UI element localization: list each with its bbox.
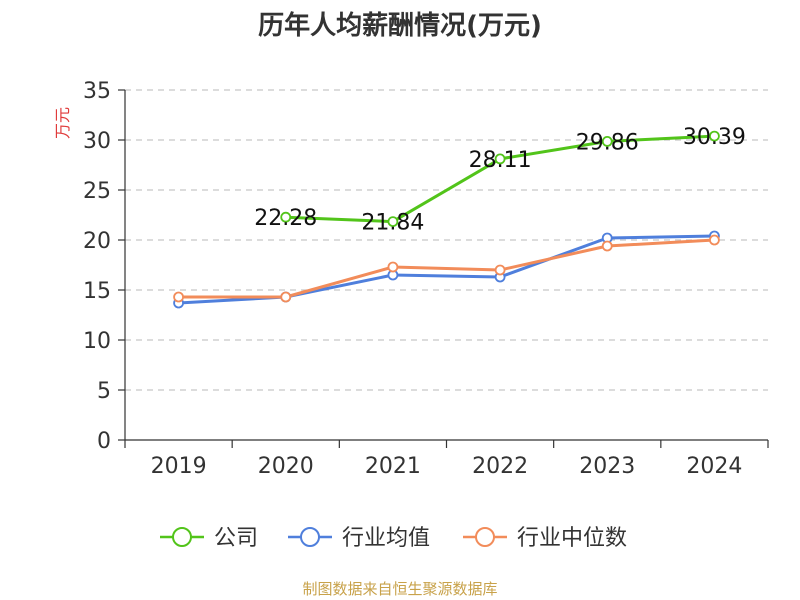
y-tick-label: 10 <box>83 329 111 354</box>
legend-item-0[interactable]: 公司 <box>160 526 258 551</box>
legend-label: 行业均值 <box>342 526 430 551</box>
y-tick-label: 25 <box>83 179 111 204</box>
data-point <box>280 211 292 223</box>
legend-label: 行业中位数 <box>517 526 627 551</box>
x-tick-label: 2020 <box>258 454 314 479</box>
legend-item-1[interactable]: 行业均值 <box>288 526 430 551</box>
data-point <box>494 264 506 276</box>
x-tick-label: 2019 <box>151 454 207 479</box>
axes: 0 5 10 15 20 25 30 35 2019 2020 2021 2022 2023 2024 <box>83 79 769 479</box>
x-tick-label: 2022 <box>472 454 528 479</box>
y-tick-label: 5 <box>97 379 111 404</box>
chart-title: 历年人均薪酬情况(万元) <box>258 10 542 41</box>
x-tick-label: 2021 <box>365 454 421 479</box>
data-point <box>387 261 399 273</box>
series-points <box>173 130 720 309</box>
data-point <box>601 135 613 147</box>
y-tick-label: 20 <box>83 229 111 254</box>
data-point <box>387 216 399 228</box>
data-point <box>173 291 184 303</box>
data-point <box>709 234 720 246</box>
legend-label: 公司 <box>214 526 258 551</box>
x-tick-label: 2024 <box>686 454 742 479</box>
y-tick-label: 15 <box>83 279 111 304</box>
data-point <box>280 291 292 303</box>
grid-lines <box>125 89 768 391</box>
data-point <box>494 153 506 165</box>
x-tick-label: 2023 <box>579 454 635 479</box>
legend-marker <box>475 527 495 547</box>
y-tick-label: 35 <box>83 79 111 104</box>
y-tick-label: 0 <box>97 429 111 454</box>
data-label: 30.39 <box>683 125 746 150</box>
y-axis-label: 万元 <box>53 107 72 139</box>
data-point <box>601 240 613 252</box>
y-tick-label: 30 <box>83 129 111 154</box>
series-line-2 <box>178 238 715 299</box>
data-label: 29.86 <box>576 130 639 155</box>
data-label: 22.28 <box>254 206 317 231</box>
data-point <box>709 130 720 142</box>
legend[interactable]: 公司 行业均值 行业中位数 <box>160 526 627 551</box>
legend-marker <box>300 527 320 547</box>
source-footer: 制图数据来自恒生聚源数据库 <box>302 580 497 598</box>
data-label: 21.84 <box>361 211 424 236</box>
data-label: 28.11 <box>469 148 532 173</box>
legend-item-2[interactable]: 行业中位数 <box>463 526 627 551</box>
legend-marker <box>172 527 192 547</box>
data-labels: 22.28 21.84 28.11 29.86 30.39 <box>254 125 746 236</box>
